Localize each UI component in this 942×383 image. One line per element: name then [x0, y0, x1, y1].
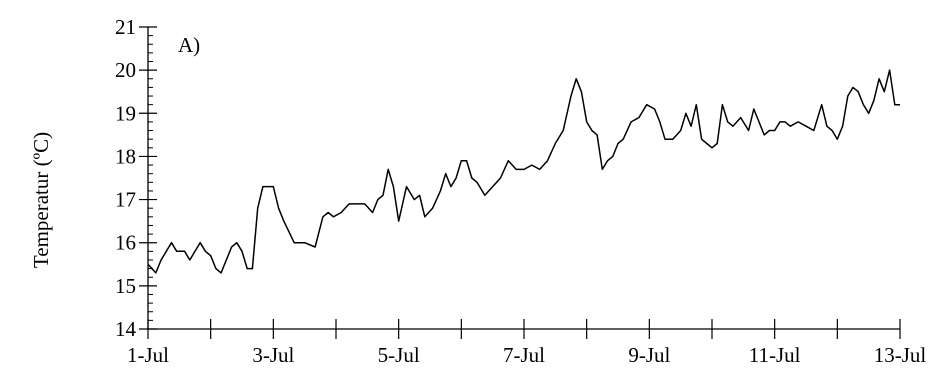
y-tick-label: 20 [115, 58, 136, 82]
x-axis-ticks: 1-Jul 3-Jul 5-Jul 7-Jul 9-Jul 11-Jul 13-Jul [127, 319, 926, 367]
y-axis-ticks: 14 15 16 17 18 19 20 21 [115, 15, 157, 341]
x-tick-label: 7-Jul [503, 343, 545, 367]
y-tick-label: 14 [115, 317, 137, 341]
temperature-series-line [147, 69, 900, 274]
panel-label: A) [178, 33, 200, 57]
x-tick-label: 13-Jul [874, 343, 927, 367]
y-tick-label: 18 [115, 144, 136, 168]
y-tick-label: 16 [115, 231, 136, 255]
axes-frame [147, 27, 900, 330]
x-tick-label: 1-Jul [127, 343, 169, 367]
y-tick-label: 15 [115, 274, 136, 298]
y-tick-label: 19 [115, 101, 136, 125]
x-tick-label: 3-Jul [252, 343, 294, 367]
y-tick-label: 21 [115, 15, 136, 39]
x-tick-label: 5-Jul [378, 343, 420, 367]
series-layer [147, 69, 900, 274]
x-tick-label: 11-Jul [749, 343, 801, 367]
y-tick-label: 17 [115, 188, 136, 212]
x-tick-label: 9-Jul [628, 343, 670, 367]
y-axis-title: Temperatur (ºC) [29, 132, 53, 268]
